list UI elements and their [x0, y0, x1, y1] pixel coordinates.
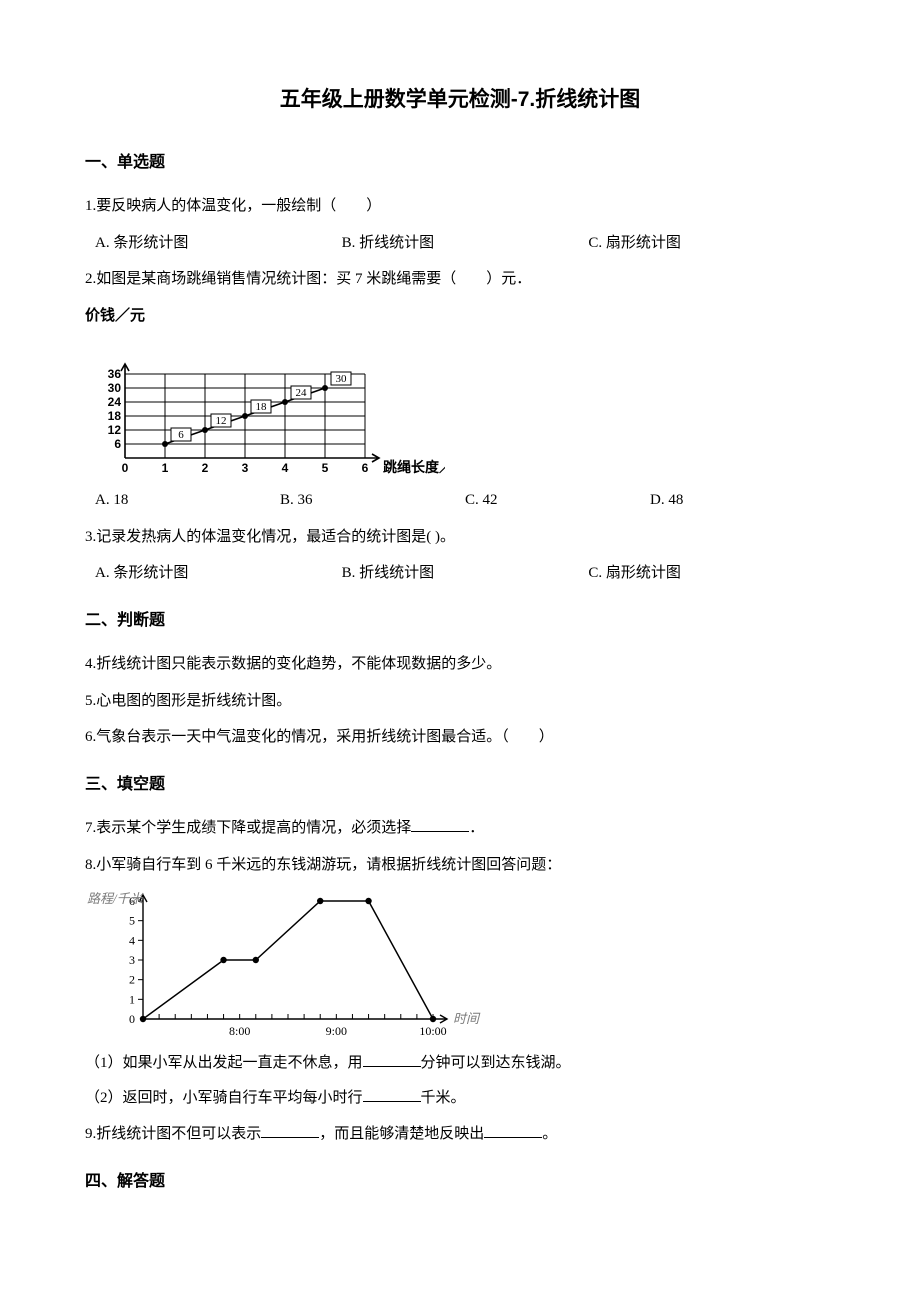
svg-text:18: 18: [256, 401, 268, 413]
svg-text:时间: 时间: [453, 1011, 481, 1026]
q8-sub1-pre: （1）如果小军从出发起一直走不休息，用: [85, 1055, 363, 1071]
q8-sub1-post: 分钟可以到达东钱湖。: [421, 1055, 571, 1071]
q2-opt-b: B. 36: [280, 486, 465, 515]
q1-options: A. 条形统计图 B. 折线统计图 C. 扇形统计图: [95, 229, 835, 258]
svg-text:2: 2: [129, 973, 135, 987]
q2-opt-d: D. 48: [650, 486, 835, 515]
q2-opt-c: C. 42: [465, 486, 650, 515]
q2-stem: 2.如图是某商场跳绳销售情况统计图：买 7 米跳绳需要（ ）元．: [85, 271, 531, 287]
svg-text:30: 30: [108, 381, 122, 395]
question-6: 6.气象台表示一天中气温变化的情况，采用折线统计图最合适。（ ）: [85, 723, 835, 752]
svg-text:5: 5: [129, 914, 135, 928]
q8-line-chart: 01234568:009:0010:00路程/千米时间: [85, 887, 835, 1043]
q3-opt-b: B. 折线统计图: [342, 559, 589, 588]
svg-text:24: 24: [296, 387, 308, 399]
question-8: 8.小军骑自行车到 6 千米远的东钱湖游玩，请根据折线统计图回答问题：: [85, 851, 835, 880]
q2-line-chart: 612182430360123456612182430跳绳长度／米: [85, 332, 835, 480]
section-4-head: 四、解答题: [85, 1167, 835, 1197]
svg-text:3: 3: [129, 953, 135, 967]
q9-blank-1: [261, 1122, 319, 1138]
svg-text:3: 3: [242, 461, 249, 475]
svg-text:12: 12: [108, 423, 122, 437]
svg-text:6: 6: [114, 437, 121, 451]
q3-opt-a: A. 条形统计图: [95, 559, 342, 588]
svg-text:跳绳长度／米: 跳绳长度／米: [383, 459, 445, 475]
svg-text:0: 0: [122, 461, 129, 475]
section-2-head: 二、判断题: [85, 606, 835, 636]
page-title: 五年级上册数学单元检测-7.折线统计图: [85, 80, 835, 120]
q1-opt-a: A. 条形统计图: [95, 229, 342, 258]
svg-text:12: 12: [216, 415, 227, 427]
q3-stem: 3.记录发热病人的体温变化情况，最适合的统计图是( )。: [85, 529, 455, 545]
q9-post: 。: [542, 1126, 557, 1142]
question-4: 4.折线统计图只能表示数据的变化趋势，不能体现数据的多少。: [85, 650, 835, 679]
q7-blank: [411, 816, 469, 832]
svg-text:6: 6: [178, 429, 184, 441]
q3-options: A. 条形统计图 B. 折线统计图 C. 扇形统计图: [95, 559, 835, 588]
q8-sub2-pre: （2）返回时，小军骑自行车平均每小时行: [85, 1090, 363, 1106]
q8-sub1-blank: [363, 1051, 421, 1067]
q1-stem: 1.要反映病人的体温变化，一般绘制（ ）: [85, 198, 381, 214]
question-5: 5.心电图的图形是折线统计图。: [85, 687, 835, 716]
svg-text:9:00: 9:00: [326, 1024, 347, 1038]
q8-chart-wrap: 01234568:009:0010:00路程/千米时间: [85, 887, 835, 1043]
q1-opt-c: C. 扇形统计图: [588, 229, 835, 258]
svg-text:24: 24: [108, 395, 122, 409]
q2-y-axis-label: 价钱／元: [85, 302, 835, 331]
question-2: 2.如图是某商场跳绳销售情况统计图：买 7 米跳绳需要（ ）元．: [85, 265, 835, 294]
q2-chart-wrap: 价钱／元 612182430360123456612182430跳绳长度／米: [85, 302, 835, 481]
question-7: 7.表示某个学生成绩下降或提高的情况，必须选择 ．: [85, 814, 835, 843]
svg-text:4: 4: [282, 461, 289, 475]
q8-stem: 8.小军骑自行车到 6 千米远的东钱湖游玩，请根据折线统计图回答问题：: [85, 857, 561, 873]
q7-post: ．: [469, 820, 484, 836]
svg-text:4: 4: [129, 933, 135, 947]
svg-text:0: 0: [129, 1012, 135, 1026]
question-9: 9.折线统计图不但可以表示 ，而且能够清楚地反映出 。: [85, 1120, 835, 1149]
section-1-head: 一、单选题: [85, 148, 835, 178]
q7-pre: 7.表示某个学生成绩下降或提高的情况，必须选择: [85, 820, 411, 836]
q1-opt-b: B. 折线统计图: [342, 229, 589, 258]
svg-text:1: 1: [162, 461, 169, 475]
q3-opt-c: C. 扇形统计图: [588, 559, 835, 588]
svg-text:18: 18: [108, 409, 122, 423]
question-3: 3.记录发热病人的体温变化情况，最适合的统计图是( )。: [85, 523, 835, 552]
svg-text:36: 36: [108, 367, 122, 381]
q9-mid: ，而且能够清楚地反映出: [319, 1126, 484, 1142]
section-3-head: 三、填空题: [85, 770, 835, 800]
svg-text:2: 2: [202, 461, 209, 475]
q8-sub2-blank: [363, 1086, 421, 1102]
svg-text:6: 6: [362, 461, 369, 475]
q9-blank-2: [484, 1122, 542, 1138]
q2-opt-a: A. 18: [95, 486, 280, 515]
svg-text:10:00: 10:00: [419, 1024, 446, 1038]
q8-sub2: （2）返回时，小军骑自行车平均每小时行 千米。: [85, 1084, 835, 1113]
svg-text:30: 30: [336, 373, 348, 385]
q8-sub2-post: 千米。: [421, 1090, 466, 1106]
q8-sub1: （1）如果小军从出发起一直走不休息，用 分钟可以到达东钱湖。: [85, 1049, 835, 1078]
question-1: 1.要反映病人的体温变化，一般绘制（ ）: [85, 192, 835, 221]
svg-text:1: 1: [129, 992, 135, 1006]
svg-text:5: 5: [322, 461, 329, 475]
svg-text:路程/千米: 路程/千米: [87, 891, 145, 906]
q9-pre: 9.折线统计图不但可以表示: [85, 1126, 261, 1142]
svg-text:8:00: 8:00: [229, 1024, 250, 1038]
q2-options: A. 18 B. 36 C. 42 D. 48: [95, 486, 835, 515]
